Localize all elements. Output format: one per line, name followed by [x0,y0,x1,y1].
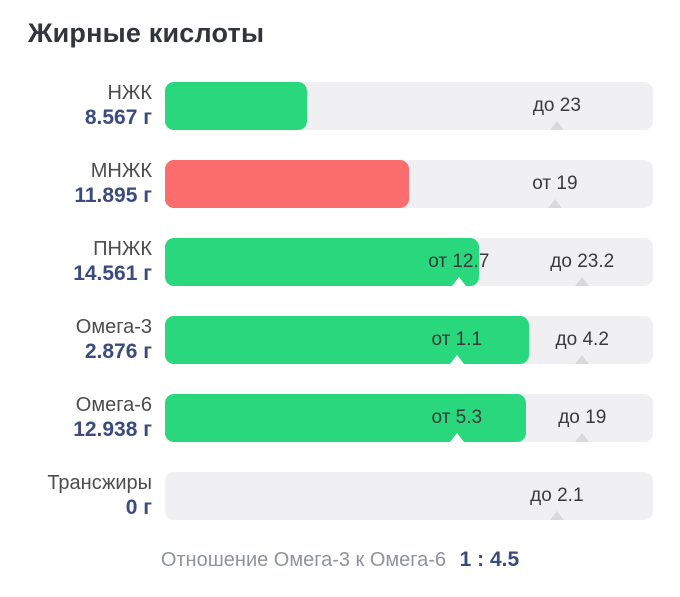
bar-track: от 5.3 до 19 [165,394,653,442]
nutrient-name: Омега-3 [75,316,152,338]
norm-marker-triangle [575,433,590,442]
nutrient-amount: 2.876 г [84,340,152,363]
nutrient-name: НЖК [107,82,152,104]
bar-fill [165,160,409,208]
nutrient-name: ПНЖК [93,238,152,260]
norm-marker-triangle [549,511,564,520]
fatty-acid-rows: НЖК 8.567 г до 23 МНЖК 11.895 г от 19 ПН… [0,82,680,550]
norm-marker-triangle [575,355,590,364]
bar-fill [165,316,530,364]
fatty-acid-row: Омега-6 12.938 г от 5.3 до 19 [0,394,680,442]
row-header: МНЖК 11.895 г [0,160,165,208]
row-header: Омега-6 12.938 г [0,394,165,442]
norm-marker-triangle [549,121,564,130]
bar-track: от 1.1 до 4.2 [165,316,653,364]
norm-range-label: от 12.7 [428,251,490,272]
row-header: Омега-3 2.876 г [0,316,165,364]
norm-marker-triangle [449,433,464,442]
nutrient-amount: 12.938 г [73,418,152,441]
omega-ratio-label: Отношение Омега-3 к Омега-6 [160,549,447,571]
bar-track: до 2.1 [165,472,653,520]
nutrient-name: Омега-6 [75,394,152,416]
omega-ratio-value: 1 : 4.5 [459,548,520,571]
norm-range-label: до 19 [558,407,607,428]
nutrient-amount: 14.561 г [73,262,152,285]
bar-track: от 12.7 до 23.2 [165,238,653,286]
fatty-acid-row: МНЖК 11.895 г от 19 [0,160,680,208]
nutrient-amount: 11.895 г [74,184,152,207]
norm-range-label: от 19 [532,173,578,194]
bar-track: до 23 [165,82,653,130]
norm-range-label: до 2.1 [530,485,584,506]
fatty-acid-row: НЖК 8.567 г до 23 [0,82,680,130]
bar-fill [165,238,479,286]
row-header: Трансжиры 0 г [0,472,165,520]
nutrient-amount: 8.567 г [84,106,152,129]
omega-ratio-footer: Отношение Омега-3 к Омега-6 1 : 4.5 [0,548,680,572]
nutrient-name: МНЖК [90,160,152,182]
fatty-acid-row: ПНЖК 14.561 г от 12.7 до 23.2 [0,238,680,286]
norm-range-label: от 5.3 [431,407,483,428]
norm-marker-triangle [575,277,590,286]
bar-fill [165,82,307,130]
nutrient-amount: 0 г [125,496,152,519]
norm-marker-triangle [451,277,466,286]
fatty-acid-row: Трансжиры 0 г до 2.1 [0,472,680,520]
row-header: ПНЖК 14.561 г [0,238,165,286]
nutrient-name: Трансжиры [47,472,152,494]
norm-range-label: до 23.2 [550,251,615,272]
page-title: Жирные кислоты [28,18,265,48]
norm-range-label: до 4.2 [555,329,609,350]
norm-range-label: от 1.1 [431,329,483,350]
fatty-acid-row: Омега-3 2.876 г от 1.1 до 4.2 [0,316,680,364]
norm-marker-triangle [449,355,464,364]
row-header: НЖК 8.567 г [0,82,165,130]
norm-range-label: до 23 [532,95,581,116]
bar-track: от 19 [165,160,653,208]
bar-fill [165,394,527,442]
norm-marker-triangle [547,199,562,208]
